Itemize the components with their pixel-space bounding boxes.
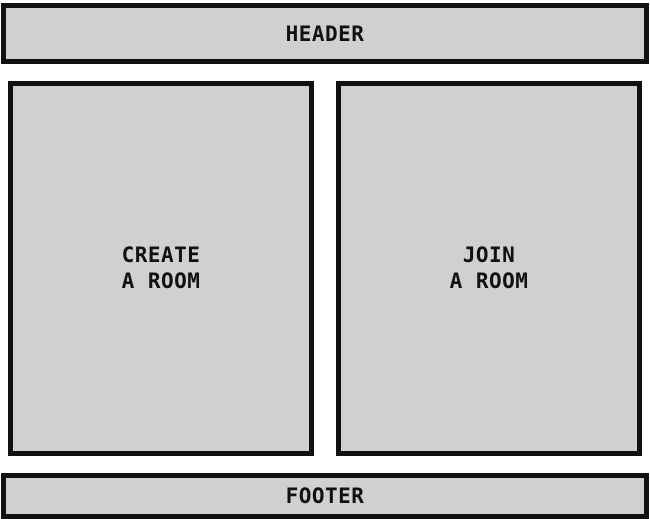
footer-label: FOOTER [285, 484, 365, 508]
header-label: HEADER [285, 21, 365, 46]
footer: FOOTER [1, 473, 649, 519]
join-room-label-line1: JOIN [462, 242, 516, 267]
header: HEADER [1, 3, 649, 64]
join-room-button[interactable]: JOIN A ROOM [336, 81, 642, 456]
create-room-button[interactable]: CREATE A ROOM [8, 81, 314, 456]
create-room-label-line2: A ROOM [121, 268, 201, 293]
join-room-label: JOIN A ROOM [450, 242, 529, 294]
create-room-label: CREATE A ROOM [122, 242, 201, 294]
create-room-label-line1: CREATE [121, 242, 201, 267]
join-room-label-line2: A ROOM [449, 268, 529, 293]
